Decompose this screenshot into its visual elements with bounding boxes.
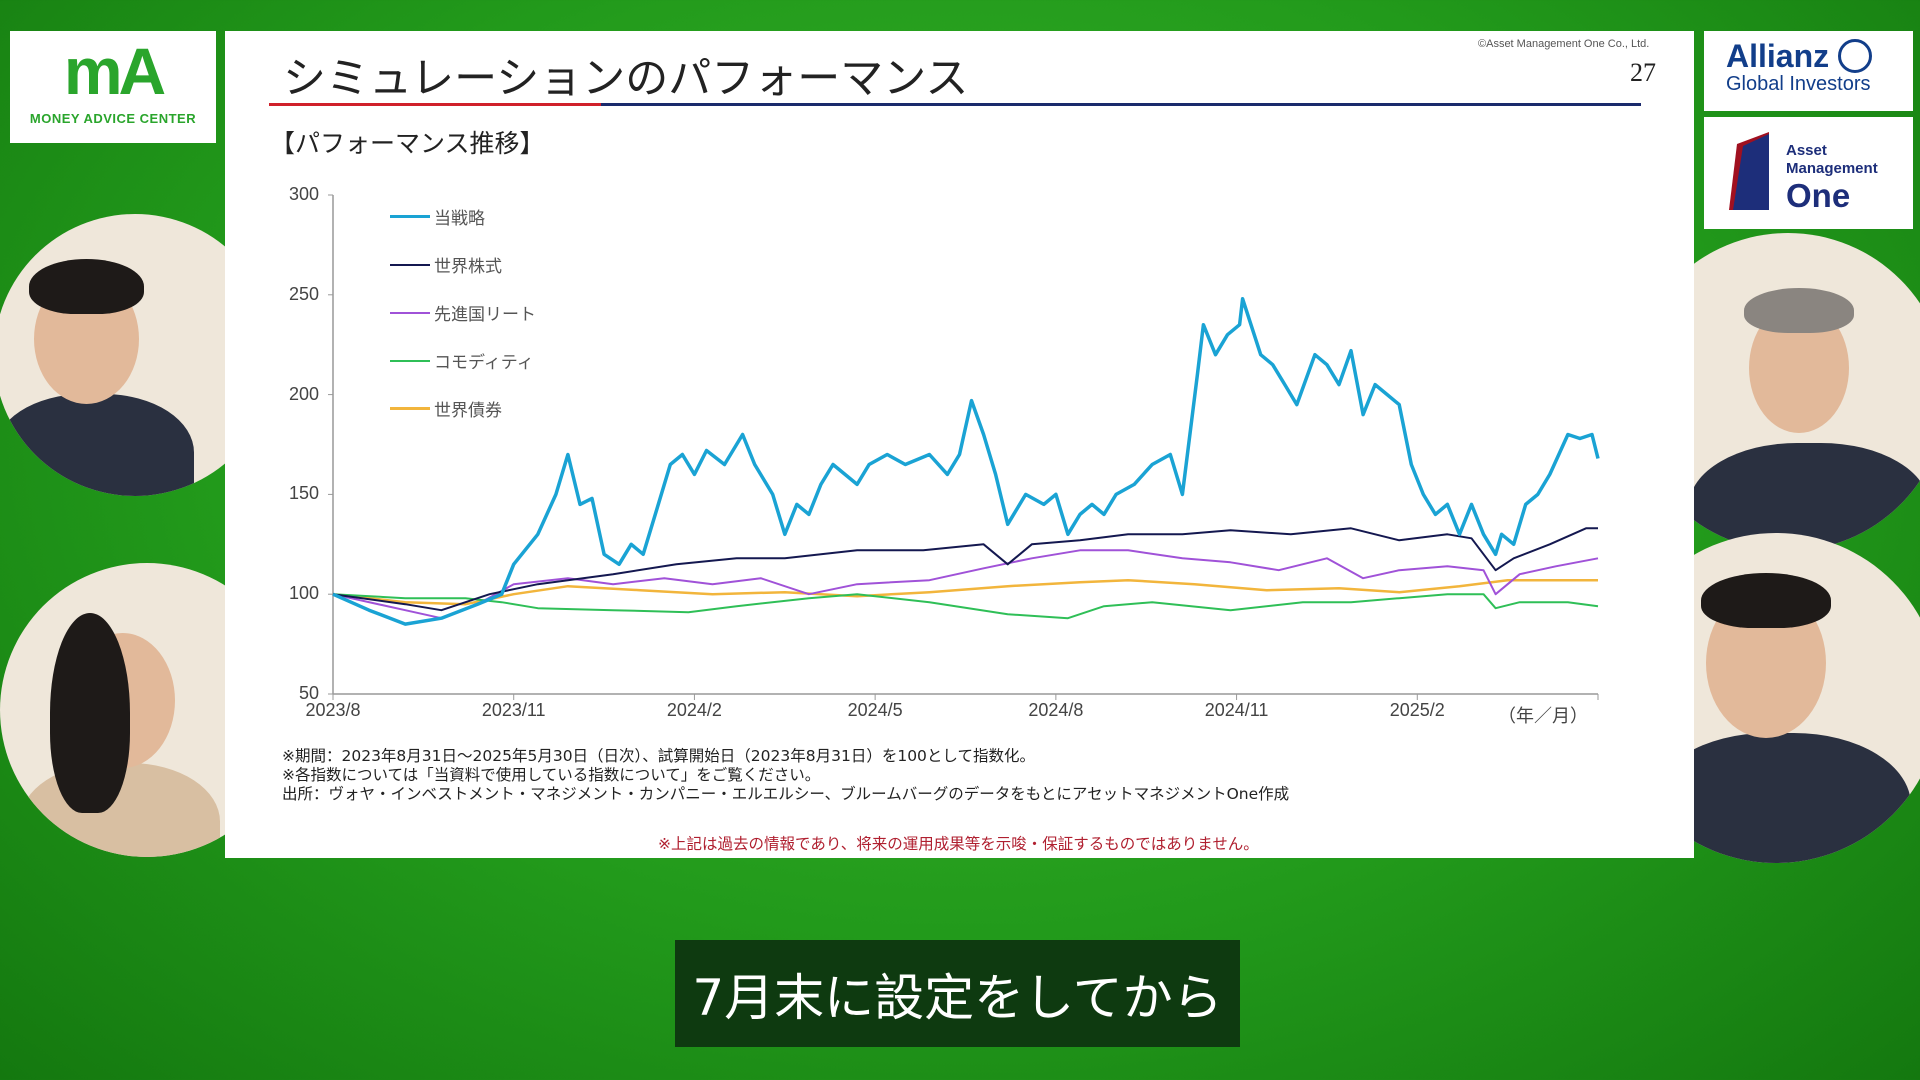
legend-item: 世界債券 [390,396,502,421]
note-indices: ※各指数については「当資料で使用している指数について」をご覧ください。 [282,766,821,784]
allianz-eagle-icon [1838,39,1873,73]
x-tick-label: 2025/2 [1389,700,1445,720]
series-line-世界株式 [332,527,1598,612]
presentation-slide [225,31,1694,858]
amo-line1: Asset [1786,142,1827,159]
asset-management-one-logo: Asset Management One [1704,117,1913,229]
series-line-世界債券 [332,578,1598,606]
x-tick-label: 2023/11 [481,700,546,720]
page-number: 27 [1630,58,1656,87]
legend-swatch [390,359,430,362]
allianz-subtitle: Global Investors [1726,73,1871,95]
legend-label: 世界債券 [434,401,502,421]
legend-label: コモディティ [434,353,534,373]
y-tick-label: 300 [288,184,319,204]
ma-logo-text: MONEY ADVICE CENTER [29,111,197,126]
legend-label: 世界株式 [434,257,502,277]
legend-swatch [390,311,430,314]
series-line-コモディティ [332,593,1599,620]
slide-title: シミュレーションのパフォーマンス [283,54,969,104]
series-line-当戦略 [332,297,1600,626]
legend-item: 当戦略 [390,204,485,229]
subtitle-caption: 7月末に設定をしてから [675,940,1240,1047]
amo-line2: Management [1786,160,1878,177]
section-heading: 【パフォーマンス推移】 [270,129,545,158]
amo-emblem-icon [1729,132,1769,210]
legend-item: 世界株式 [390,252,502,277]
allianz-wordmark: Allianz [1726,38,1830,74]
legend-swatch [390,407,430,410]
x-tick-label: 2024/5 [847,700,903,720]
legend-item: コモディティ [390,348,534,373]
note-source: 出所：ヴォヤ・インベストメント・マネジメント・カンパニー・エルエルシー、ブルーム… [282,785,1290,803]
ma-logo-mark: mA [63,34,166,108]
title-rule [601,103,1641,106]
copyright: ©Asset Management One Co., Ltd. [1478,38,1650,50]
note-period: ※期間：2023年8月31日～2025年5月30日（日次）、試算開始日（2023… [282,747,1035,765]
legend-item: 先進国リート [390,300,536,325]
legend-label: 当戦略 [434,209,485,229]
title-rule-accent [269,103,601,106]
legend-swatch [390,263,430,266]
x-axis-unit-label: （年／月） [1498,706,1588,726]
x-tick-label: 2024/11 [1204,700,1269,720]
amo-line3: One [1786,177,1851,214]
money-advice-center-logo: mA MONEY ADVICE CENTER [10,31,216,143]
y-tick-label: 200 [288,383,319,404]
disclaimer: ※上記は過去の情報であり、将来の運用成果等を示唆・保証するものではありません。 [658,835,1259,853]
legend-label: 先進国リート [434,305,536,325]
y-tick-label: 250 [288,283,319,304]
y-tick-label: 100 [288,583,319,604]
y-tick-label: 150 [288,483,319,504]
x-tick-label: 2024/8 [1028,700,1084,720]
x-tick-label: 2023/8 [305,700,361,720]
y-tick-label: 50 [298,683,319,703]
allianz-logo: Allianz Global Investors [1704,31,1913,111]
series-line-先進国リート [332,549,1599,620]
x-tick-label: 2024/2 [666,700,722,720]
legend-swatch [390,214,430,219]
